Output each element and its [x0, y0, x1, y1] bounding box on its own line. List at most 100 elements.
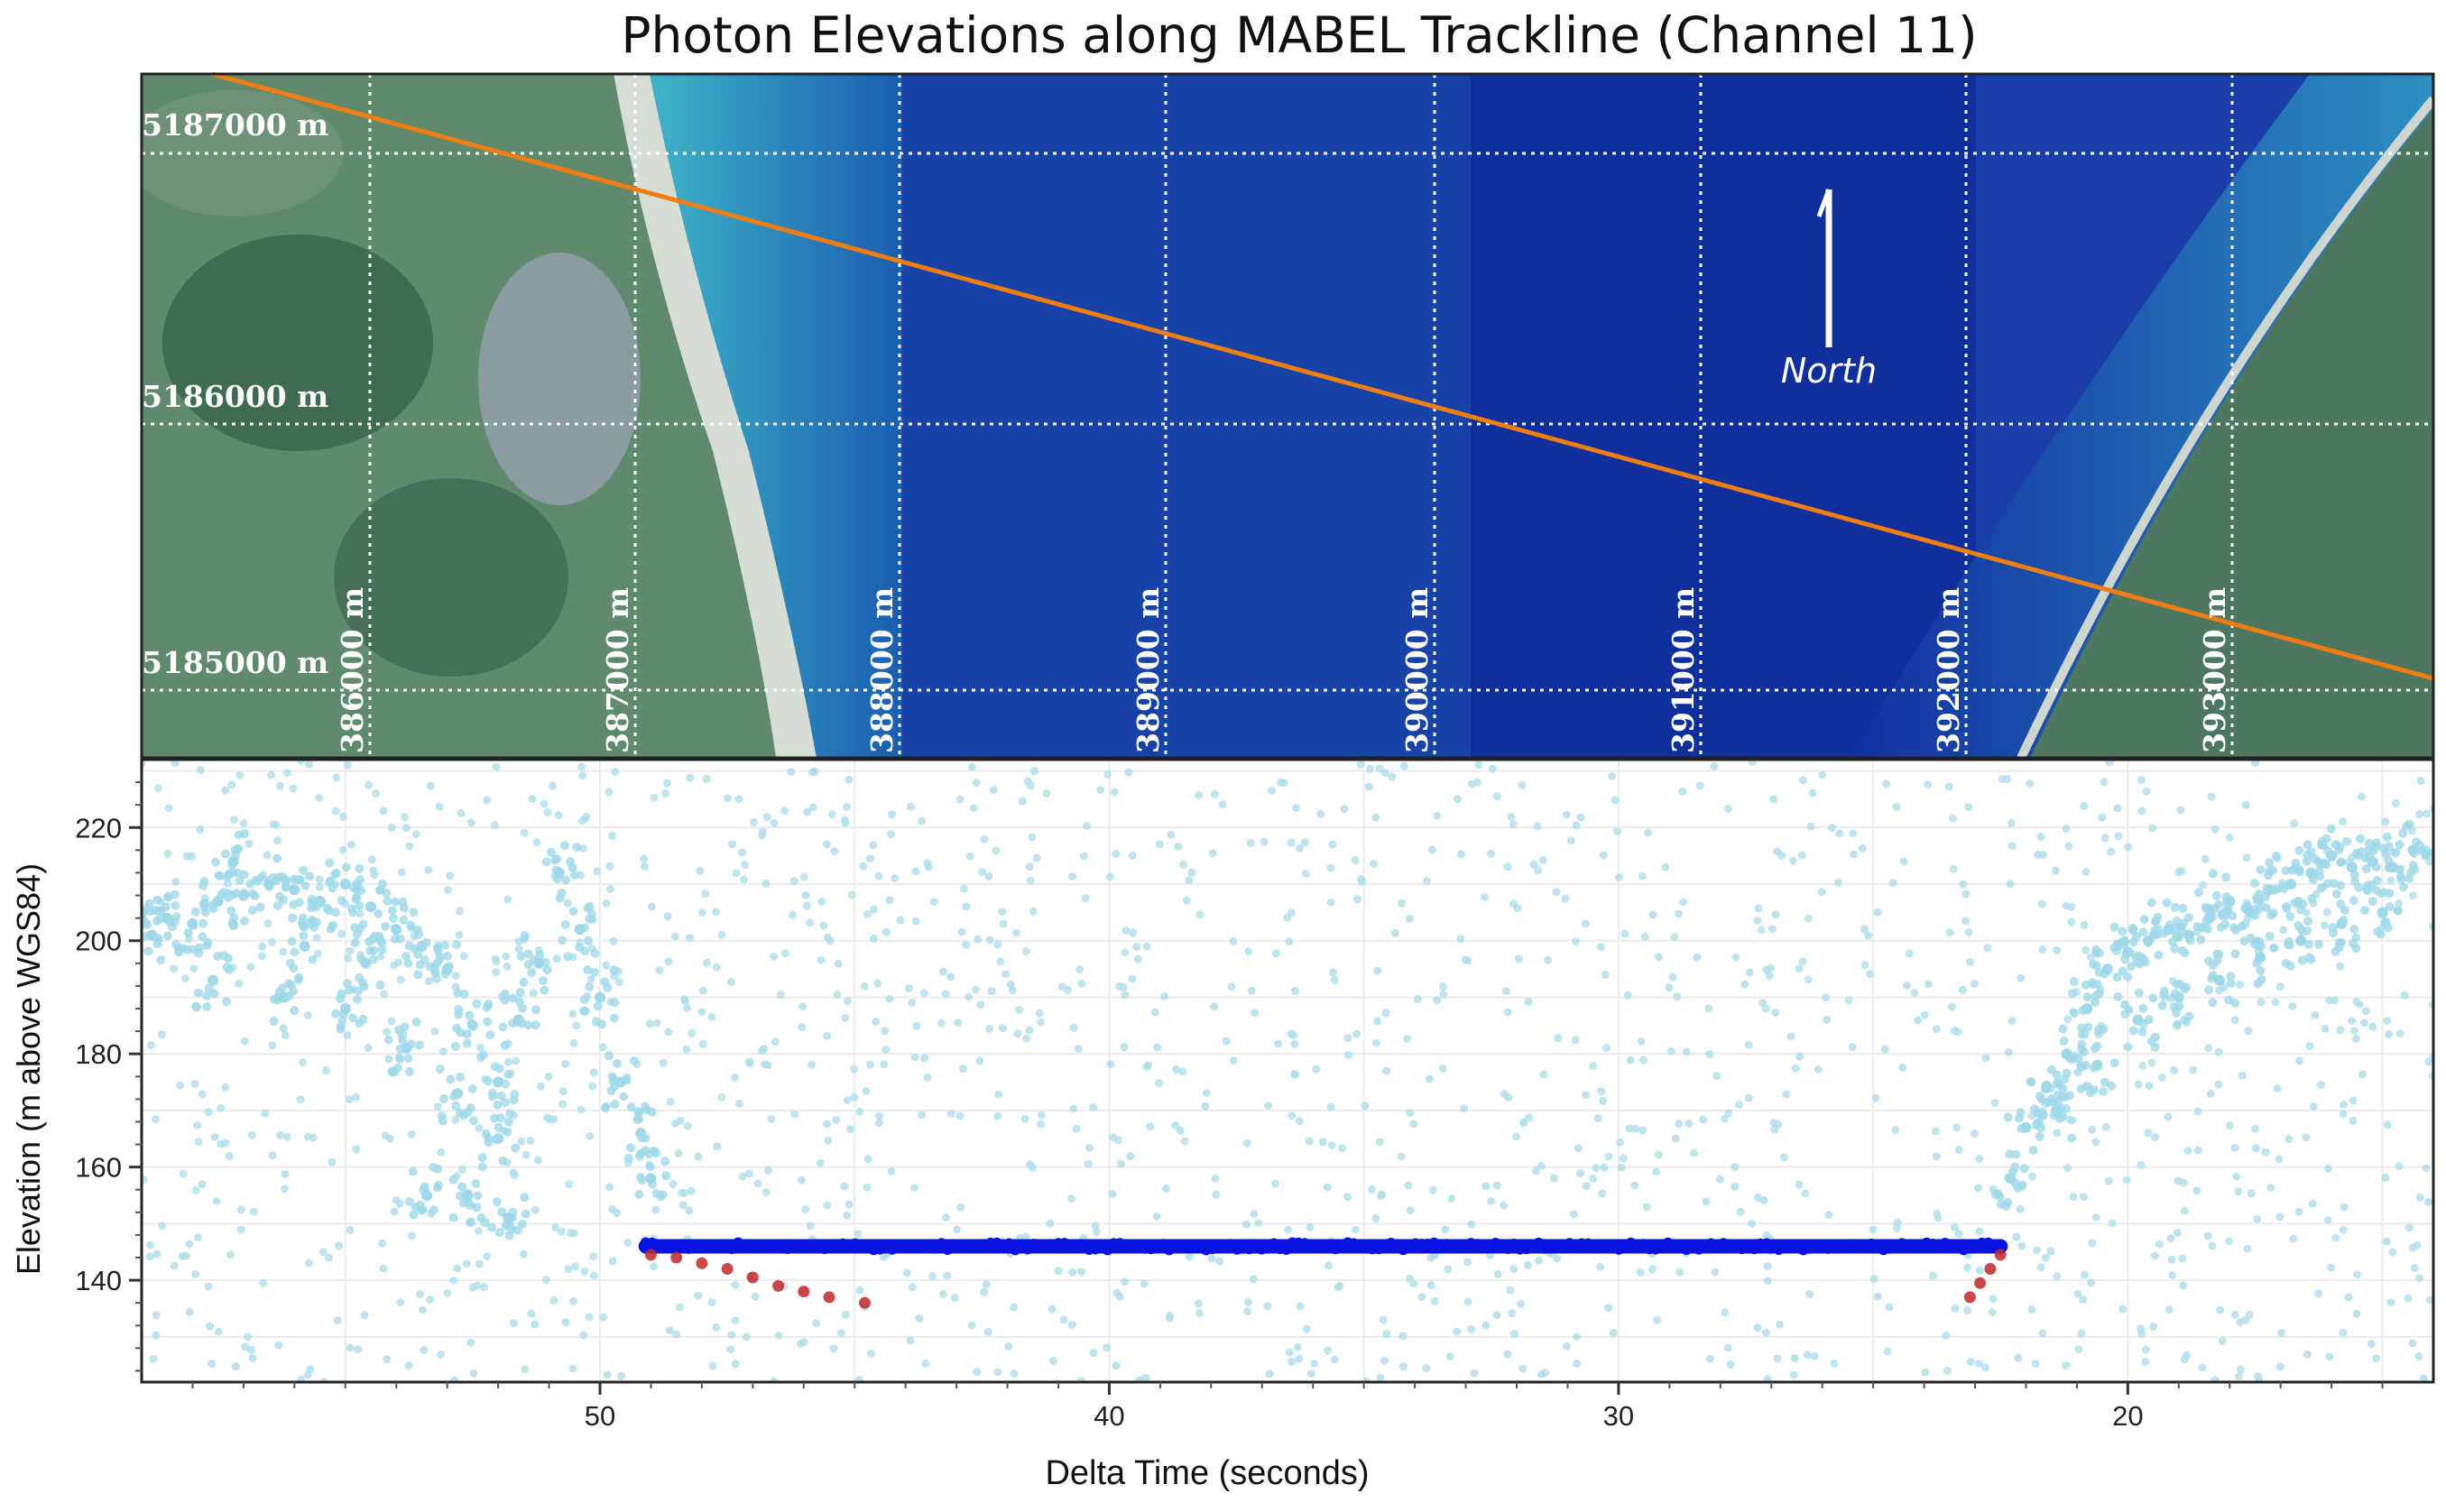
noise-photon-point — [918, 1111, 927, 1120]
noise-photon-point — [688, 1028, 697, 1037]
noise-photon-point — [1614, 873, 1623, 881]
land-photon-cluster-point — [2212, 949, 2222, 959]
noise-photon-point — [605, 862, 614, 871]
noise-photon-point — [444, 886, 453, 894]
forest-patch — [334, 478, 568, 677]
land-photon-point — [263, 879, 275, 890]
land-photon-cluster-point — [365, 945, 375, 955]
noise-photon-point — [1675, 909, 1683, 918]
noise-photon-point — [2303, 1350, 2312, 1359]
land-photon-cluster-point — [490, 1113, 500, 1123]
noise-photon-point — [1285, 1348, 1294, 1357]
noise-photon-point — [1243, 1307, 1251, 1316]
land-photon-cluster-point — [2035, 1091, 2044, 1101]
land-photon-cluster-point — [2154, 950, 2164, 960]
noise-photon-point — [1417, 1293, 1426, 1302]
noise-photon-point — [740, 875, 749, 884]
noise-photon-point — [776, 991, 785, 1000]
land-photon-cluster-point — [2054, 1113, 2064, 1123]
noise-photon-point — [1704, 1004, 1713, 1013]
land-photon-cluster-point — [493, 1100, 503, 1110]
land-photon-cluster-point — [455, 1108, 465, 1118]
land-photon-cluster-point — [612, 1058, 622, 1068]
land-photon-cluster-point — [635, 1173, 645, 1183]
noise-photon-point — [1453, 1327, 1462, 1336]
noise-photon-point — [993, 940, 1002, 949]
land-photon-cluster-point — [516, 952, 526, 961]
noise-photon-point — [1390, 928, 1399, 937]
noise-photon-point — [328, 1157, 337, 1166]
noise-photon-point — [1083, 822, 1092, 831]
land-photon-cluster-point — [247, 889, 257, 899]
land-photon-cluster-point — [561, 875, 571, 885]
land-photon-cluster-point — [439, 1093, 449, 1103]
noise-photon-point — [1763, 1375, 1772, 1382]
noise-photon-point — [1120, 1043, 1129, 1052]
noise-photon-point — [1510, 1330, 1518, 1339]
noise-photon-point — [2028, 1172, 2037, 1181]
noise-photon-point — [2211, 825, 2220, 834]
noise-photon-point — [855, 1286, 864, 1295]
noise-photon-point — [1375, 764, 1384, 773]
noise-photon-point — [2038, 1329, 2047, 1338]
noise-photon-point — [965, 852, 974, 861]
noise-photon-point — [758, 827, 767, 836]
noise-photon-point — [1533, 822, 1542, 831]
noise-photon-point — [149, 1354, 158, 1363]
noise-photon-point — [1089, 1349, 1098, 1358]
land-photon-cluster-point — [293, 974, 303, 984]
land-photon-cluster-point — [415, 1040, 424, 1050]
noise-photon-point — [708, 1361, 717, 1370]
land-photon-cluster-point — [2372, 875, 2382, 885]
noise-photon-point — [2062, 824, 2071, 833]
noise-photon-point — [1037, 1111, 1046, 1120]
noise-photon-point — [978, 868, 987, 877]
easting-label: 392000 m — [1931, 587, 1966, 753]
noise-photon-point — [492, 957, 501, 966]
land-photon-cluster-point — [2331, 946, 2340, 956]
noise-photon-point — [1323, 1183, 1332, 1192]
noise-photon-point — [761, 879, 771, 888]
land-photon-cluster-point — [272, 900, 282, 910]
noise-photon-point — [2344, 1293, 2353, 1302]
noise-photon-point — [376, 952, 385, 961]
land-photon-point — [614, 1076, 626, 1088]
land-photon-cluster-point — [2146, 898, 2156, 908]
noise-photon-point — [761, 1188, 771, 1196]
noise-photon-point — [1602, 1044, 1611, 1053]
noise-photon-point — [1303, 1324, 1311, 1333]
noise-photon-point — [188, 852, 196, 861]
background-photons — [142, 760, 2433, 1382]
noise-photon-point — [1010, 1369, 1019, 1378]
land-photon-cluster-point — [272, 853, 282, 863]
noise-photon-point — [2414, 1351, 2423, 1360]
noise-photon-point — [2003, 774, 2012, 783]
noise-photon-point — [764, 1166, 773, 1175]
noise-photon-point — [1108, 1190, 1117, 1198]
noise-photon-point — [610, 972, 619, 981]
land-photon-cluster-point — [1993, 1189, 2003, 1199]
noise-photon-point — [974, 935, 983, 944]
land-photon-cluster-point — [492, 1197, 502, 1207]
noise-photon-point — [2105, 760, 2114, 767]
land-photon-cluster-point — [651, 1188, 661, 1198]
noise-photon-point — [2137, 807, 2146, 816]
land-photon-point — [212, 895, 224, 907]
noise-photon-point — [1599, 851, 1608, 860]
noise-photon-point — [1572, 821, 1581, 830]
land-photon-cluster-point — [484, 1138, 494, 1148]
noise-photon-point — [1085, 1144, 1094, 1152]
noise-photon-point — [1247, 986, 1256, 995]
noise-photon-point — [2302, 1133, 2311, 1142]
noise-photon-point — [593, 867, 602, 876]
land-photon-cluster-point — [374, 908, 383, 918]
noise-photon-point — [247, 1345, 255, 1354]
noise-photon-point — [554, 811, 563, 820]
land-photon-cluster-point — [2005, 1149, 2015, 1159]
noise-photon-point — [790, 1110, 799, 1119]
land-photon-cluster-point — [477, 1162, 487, 1172]
land-photon-cluster-point — [222, 997, 232, 1007]
land-photon-point — [146, 929, 158, 941]
land-photon-point — [595, 991, 605, 1003]
noise-photon-point — [1767, 963, 1776, 973]
